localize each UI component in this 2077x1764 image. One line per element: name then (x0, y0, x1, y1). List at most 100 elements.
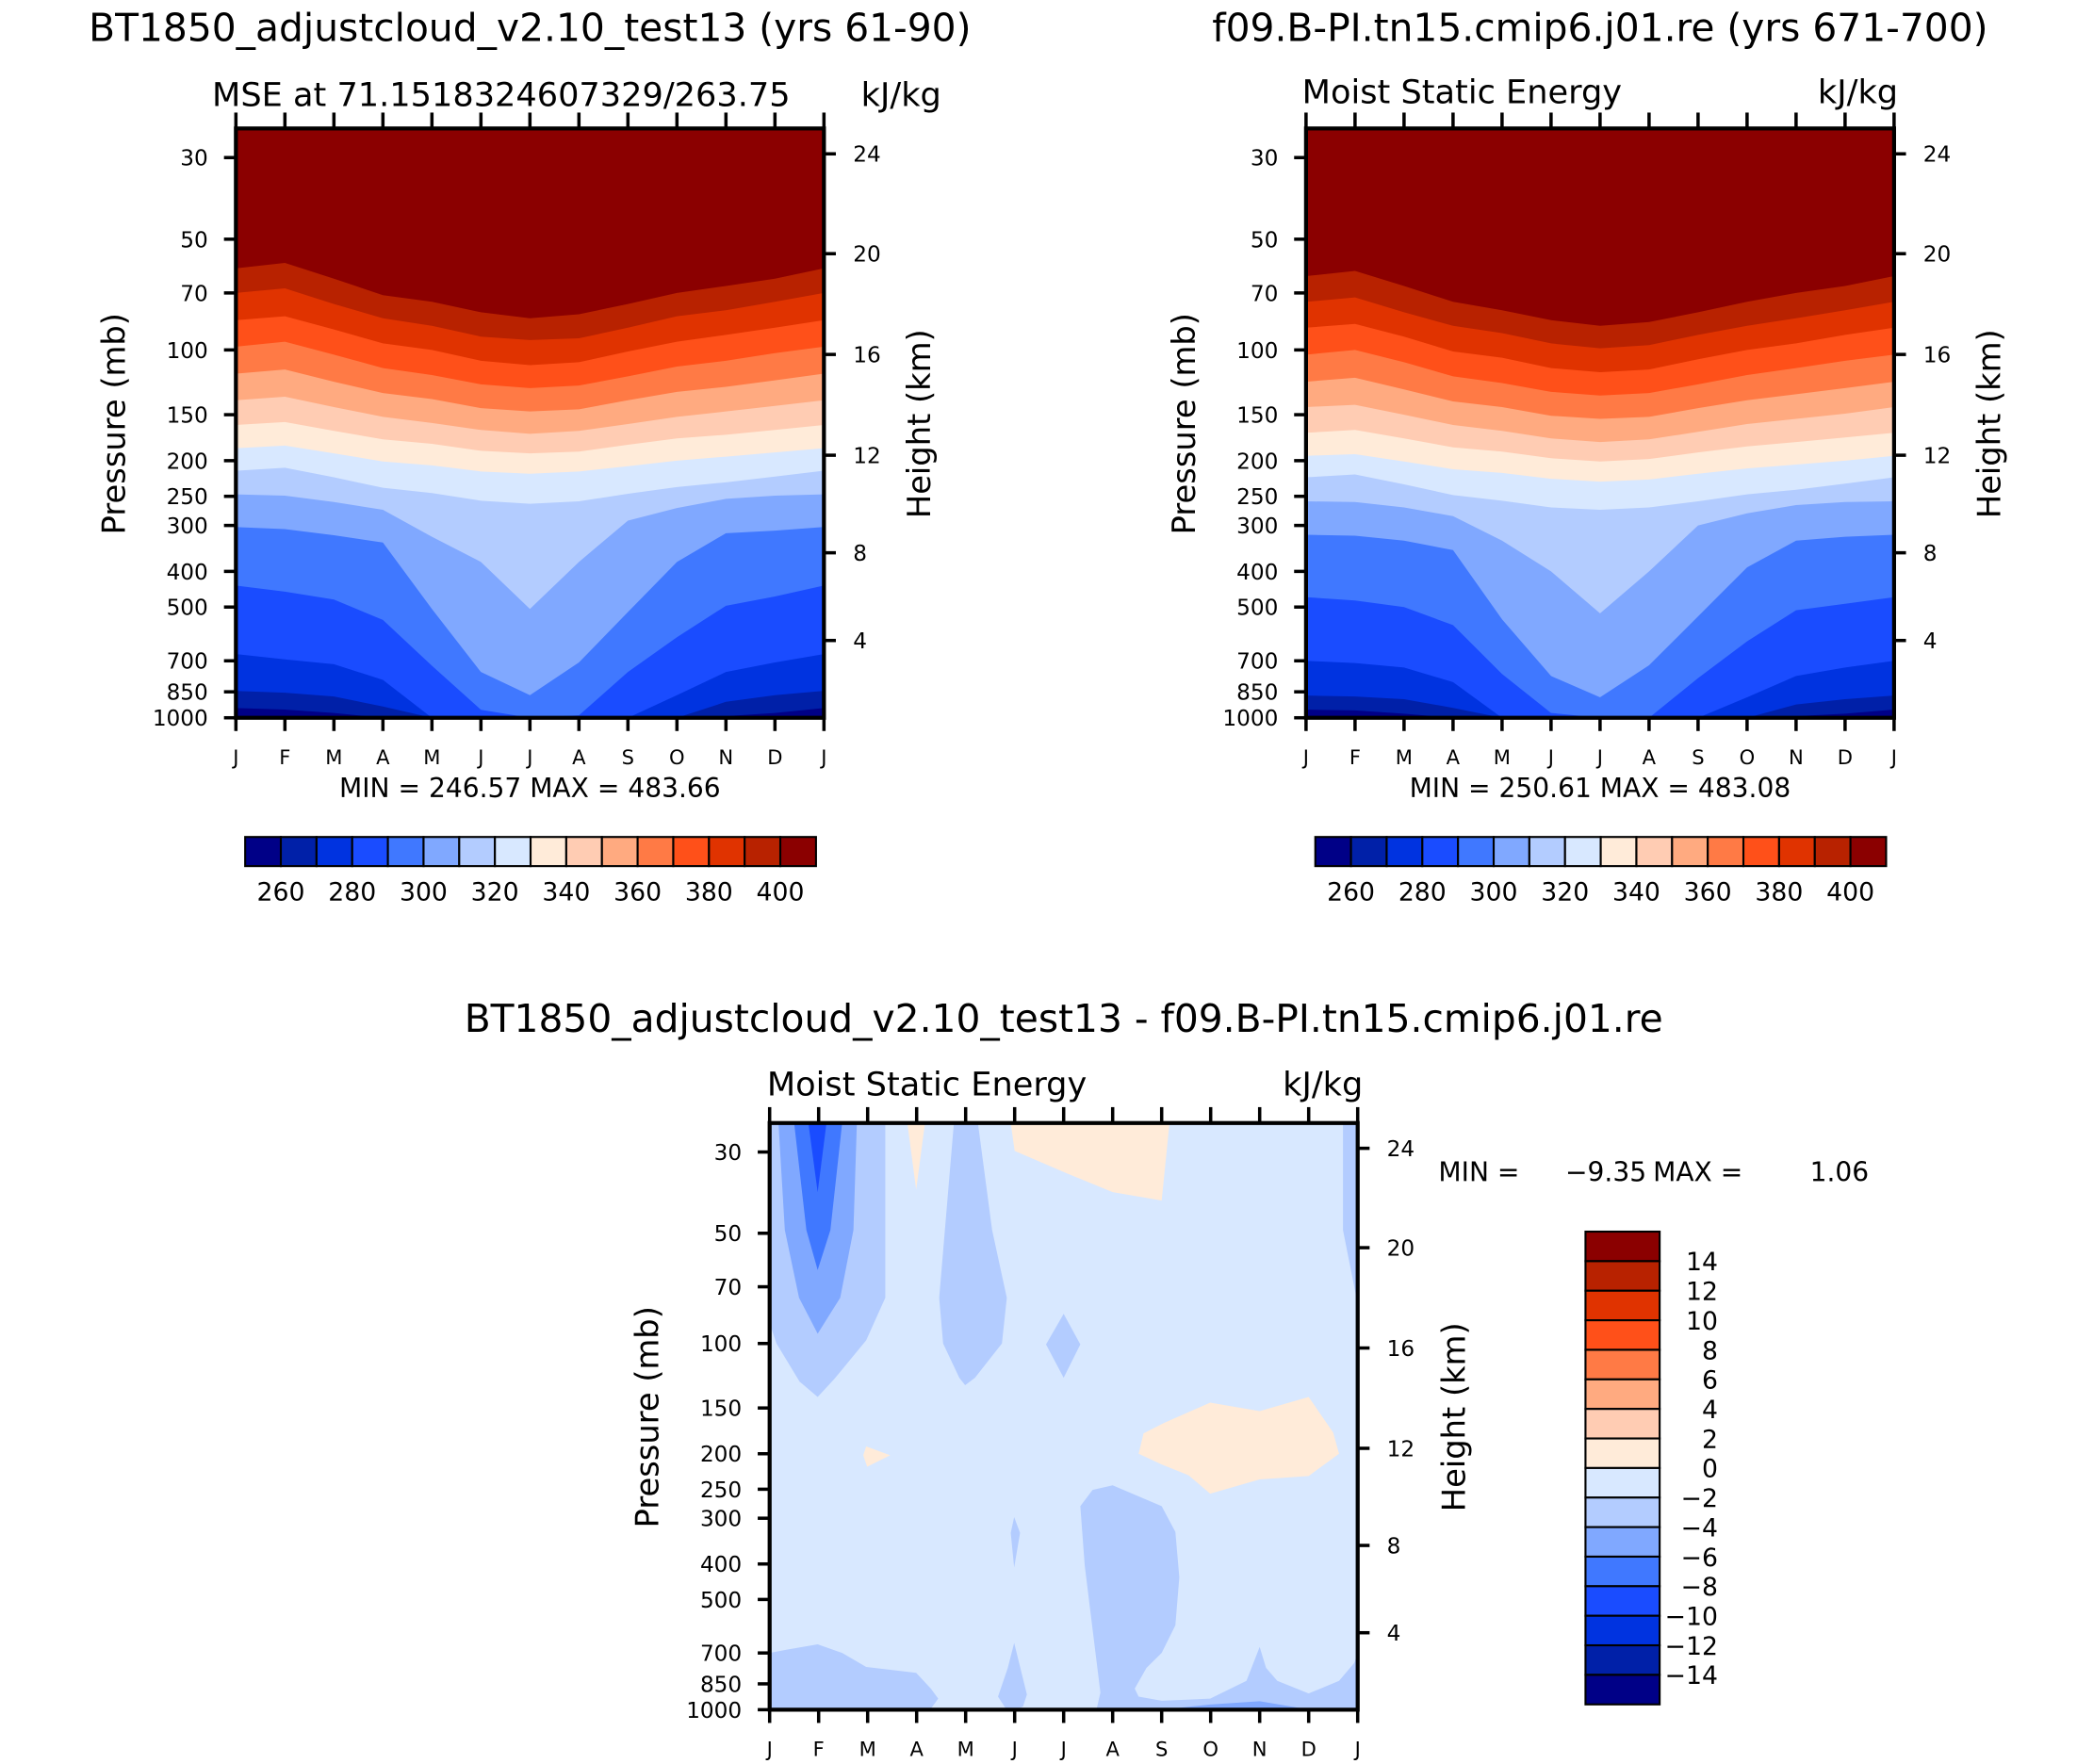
y2-tick-label: 12 (1923, 444, 1952, 469)
panel-subtitle: Moist Static Energy (767, 1065, 1087, 1103)
y-tick-label: 50 (180, 227, 208, 253)
y2-tick-label: 16 (1923, 343, 1952, 368)
colorbar-box (1563, 836, 1602, 868)
colorbar-label: −8 (1681, 1573, 1718, 1602)
colorbar-label: 12 (1686, 1278, 1718, 1307)
y2-tick-label: 8 (853, 541, 867, 566)
x-tick-label: F (813, 1738, 825, 1761)
y-tick-label: 300 (700, 1507, 742, 1532)
colorbar-box (636, 836, 675, 868)
colorbar-box (1584, 1289, 1661, 1322)
colorbar-label: −14 (1665, 1661, 1718, 1690)
colorbar-label: 380 (685, 878, 733, 907)
colorbar-box (1421, 836, 1460, 868)
colorbar-box (708, 836, 746, 868)
x-tick-label: J (1546, 745, 1554, 769)
colorbar: 260 280 300 320 340 360 380 400 (244, 836, 817, 907)
contour-region (863, 1446, 891, 1467)
colorbar-box (1584, 1674, 1661, 1706)
y2-tick-label: 24 (853, 142, 880, 168)
contour-region (939, 1122, 1007, 1386)
min-label: MIN = (1438, 1157, 1519, 1188)
x-tick-label: S (1692, 745, 1704, 769)
y-tick-label: 250 (167, 484, 208, 510)
y-tick-label: 300 (1236, 514, 1278, 539)
y2-tick-label: 16 (853, 343, 880, 368)
colorbar-label: 320 (1541, 878, 1589, 907)
y-tick-label: 150 (167, 403, 208, 429)
colorbar-label: −10 (1665, 1603, 1718, 1632)
colorbar-label: 300 (400, 878, 448, 907)
colorbar-label: 260 (1327, 878, 1375, 907)
colorbar-label: 260 (257, 878, 305, 907)
x-tick-label: J (1301, 745, 1309, 769)
y2-tick-label: 8 (1387, 1533, 1401, 1559)
max-value: 483.08 (1698, 773, 1791, 804)
min-max-stats: MIN = 250.61 MAX = 483.08 (1410, 773, 1791, 804)
colorbar-box (1584, 1230, 1661, 1263)
x-tick-label: F (1349, 745, 1361, 769)
x-tick-label: O (669, 745, 685, 769)
colorbar-label: −6 (1681, 1544, 1718, 1573)
colorbar-label: −12 (1665, 1632, 1718, 1661)
x-tick-label: J (1010, 1738, 1018, 1761)
x-tick-label: N (1252, 1738, 1267, 1761)
x-tick-label: J (1059, 1738, 1067, 1761)
x-tick-label: J (819, 745, 826, 769)
x-tick-label: M (1494, 745, 1511, 769)
max-label: MAX = (1600, 773, 1690, 804)
y-tick-label: 500 (167, 596, 208, 621)
y-tick-label: 400 (1236, 560, 1278, 585)
contour-region (1010, 1122, 1170, 1201)
contour-region (1080, 1485, 1358, 1710)
y2-tick-label: 24 (1387, 1136, 1415, 1162)
colorbar-box (1349, 836, 1388, 868)
y-tick-label: 850 (1236, 680, 1278, 706)
x-tick-label: J (525, 745, 532, 769)
y-tick-label: 1000 (153, 706, 208, 731)
colorbar-box (279, 836, 318, 868)
colorbar-label: −2 (1681, 1484, 1718, 1513)
colorbar-label: 360 (1684, 878, 1732, 907)
colorbar-box (1584, 1319, 1661, 1351)
y2-axis-label: Height (km) (1436, 1322, 1473, 1511)
colorbar-box (1584, 1408, 1661, 1440)
x-tick-label: N (1789, 745, 1804, 769)
colorbar-box (1671, 836, 1709, 868)
colorbar-label: 340 (1612, 878, 1660, 907)
max-value: 1.06 (1810, 1157, 1870, 1188)
panel-title: BT1850_adjustcloud_v2.10_test13 - f09.B-… (465, 996, 1663, 1041)
y-tick-label: 850 (700, 1672, 742, 1697)
contour-band-above-400 (1305, 128, 1894, 326)
y-tick-label: 100 (1236, 338, 1278, 364)
x-tick-label: M (1396, 745, 1413, 769)
colorbar-label: −4 (1681, 1513, 1718, 1543)
y-tick-label: 100 (700, 1331, 742, 1357)
y-tick-label: 200 (1236, 449, 1278, 474)
x-tick-label: D (767, 745, 782, 769)
max-label: MAX = (1653, 1157, 1742, 1188)
colorbar-box (778, 836, 817, 868)
y-tick-label: 500 (1236, 596, 1278, 621)
contour-region (1343, 1122, 1358, 1304)
colorbar-box (1584, 1466, 1661, 1499)
x-tick-label: J (1889, 745, 1897, 769)
y2-tick-label: 24 (1923, 142, 1952, 168)
x-tick-label: A (909, 1738, 924, 1761)
colorbar-box (564, 836, 603, 868)
x-tick-label: M (423, 745, 440, 769)
y2-axis-label: Height (km) (1971, 329, 2007, 518)
colorbar-box (1742, 836, 1780, 868)
y-tick-label: 200 (700, 1442, 742, 1467)
y-tick-label: 700 (167, 649, 208, 675)
y2-tick-label: 4 (1387, 1621, 1401, 1646)
y-tick-label: 400 (167, 560, 208, 585)
colorbar-label: 14 (1686, 1248, 1718, 1277)
y-tick-label: 1000 (1222, 706, 1278, 731)
contour-fills (1305, 128, 1894, 718)
colorbar-label: 280 (1398, 878, 1447, 907)
colorbar-label: 380 (1755, 878, 1803, 907)
contour-region (1161, 1701, 1309, 1710)
colorbar-box (1584, 1555, 1661, 1588)
